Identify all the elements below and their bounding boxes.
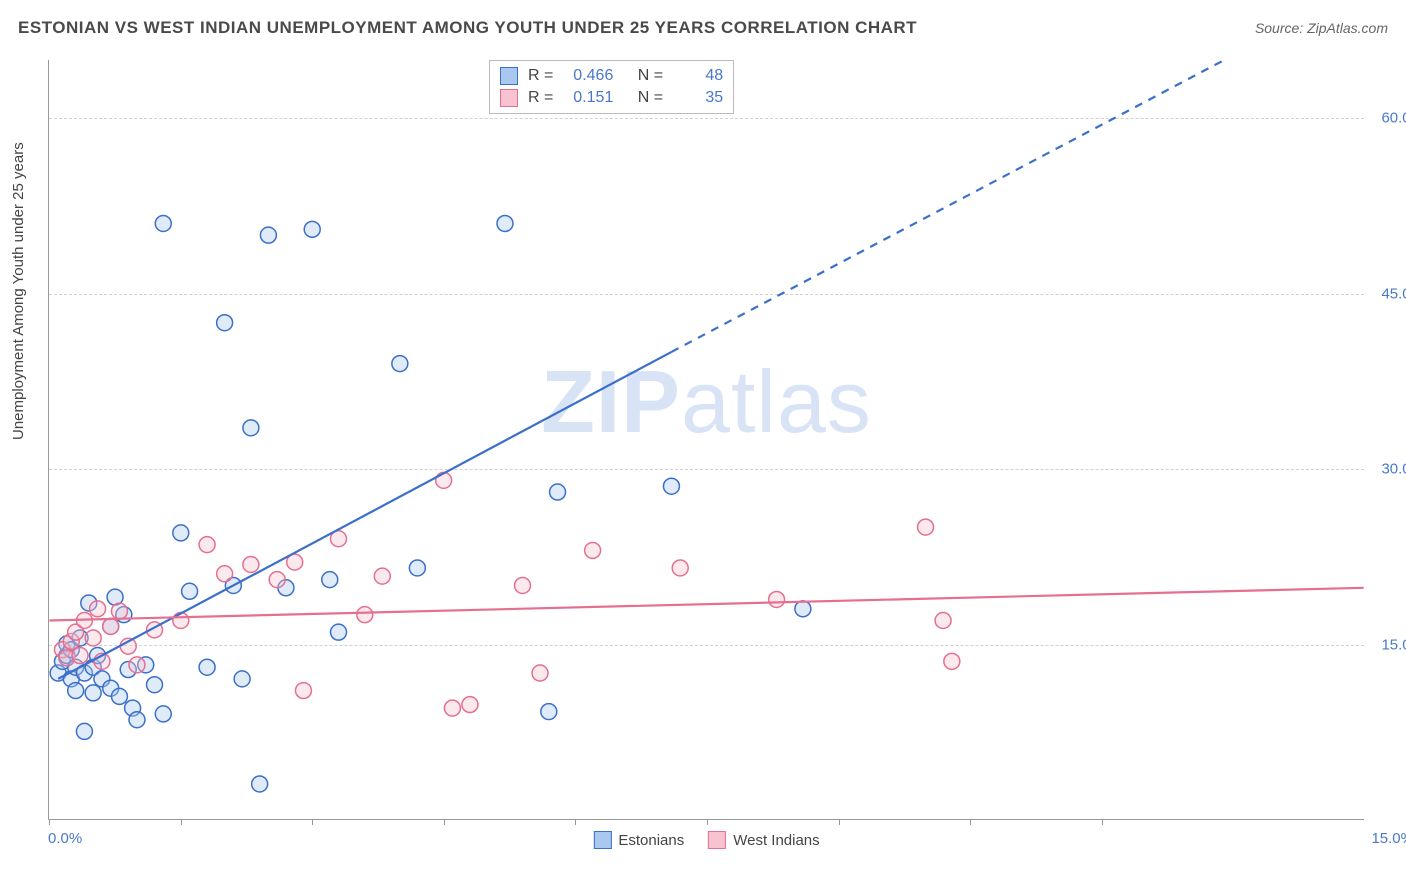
stats-row-west-indians: R = 0.151 N = 35 — [500, 87, 723, 109]
n-label: N = — [638, 89, 663, 107]
stats-legend-box: R = 0.466 N = 48 R = 0.151 N = 35 — [489, 60, 734, 114]
legend-item-estonians: Estonians — [593, 831, 684, 849]
swatch-west-indians-icon — [500, 89, 518, 107]
r-value-west-indians: 0.151 — [563, 89, 613, 107]
legend-item-west-indians: West Indians — [708, 831, 819, 849]
plot-area: ZIPatlas R = 0.466 N = 48 R = 0.151 N = … — [48, 60, 1364, 820]
r-value-estonians: 0.466 — [563, 67, 613, 85]
n-value-west-indians: 35 — [673, 89, 723, 107]
y-tick-label: 60.0% — [1369, 110, 1406, 127]
y-axis-label: Unemployment Among Youth under 25 years — [10, 142, 27, 440]
y-tick-label: 30.0% — [1369, 461, 1406, 478]
legend-label-estonians: Estonians — [618, 832, 684, 849]
source-label: Source: ZipAtlas.com — [1255, 20, 1388, 36]
swatch-estonians-icon — [593, 831, 611, 849]
swatch-estonians-icon — [500, 67, 518, 85]
r-label: R = — [528, 89, 553, 107]
y-tick-label: 15.0% — [1369, 636, 1406, 653]
chart-title: ESTONIAN VS WEST INDIAN UNEMPLOYMENT AMO… — [18, 18, 917, 38]
n-value-estonians: 48 — [673, 67, 723, 85]
chart-canvas — [49, 60, 1364, 819]
stats-row-estonians: R = 0.466 N = 48 — [500, 65, 723, 87]
swatch-west-indians-icon — [708, 831, 726, 849]
legend-label-west-indians: West Indians — [733, 832, 819, 849]
n-label: N = — [638, 67, 663, 85]
y-tick-label: 45.0% — [1369, 285, 1406, 302]
bottom-legend: Estonians West Indians — [593, 831, 819, 849]
r-label: R = — [528, 67, 553, 85]
x-axis-min: 0.0% — [48, 830, 82, 847]
x-axis-max: 15.0% — [1371, 830, 1406, 847]
